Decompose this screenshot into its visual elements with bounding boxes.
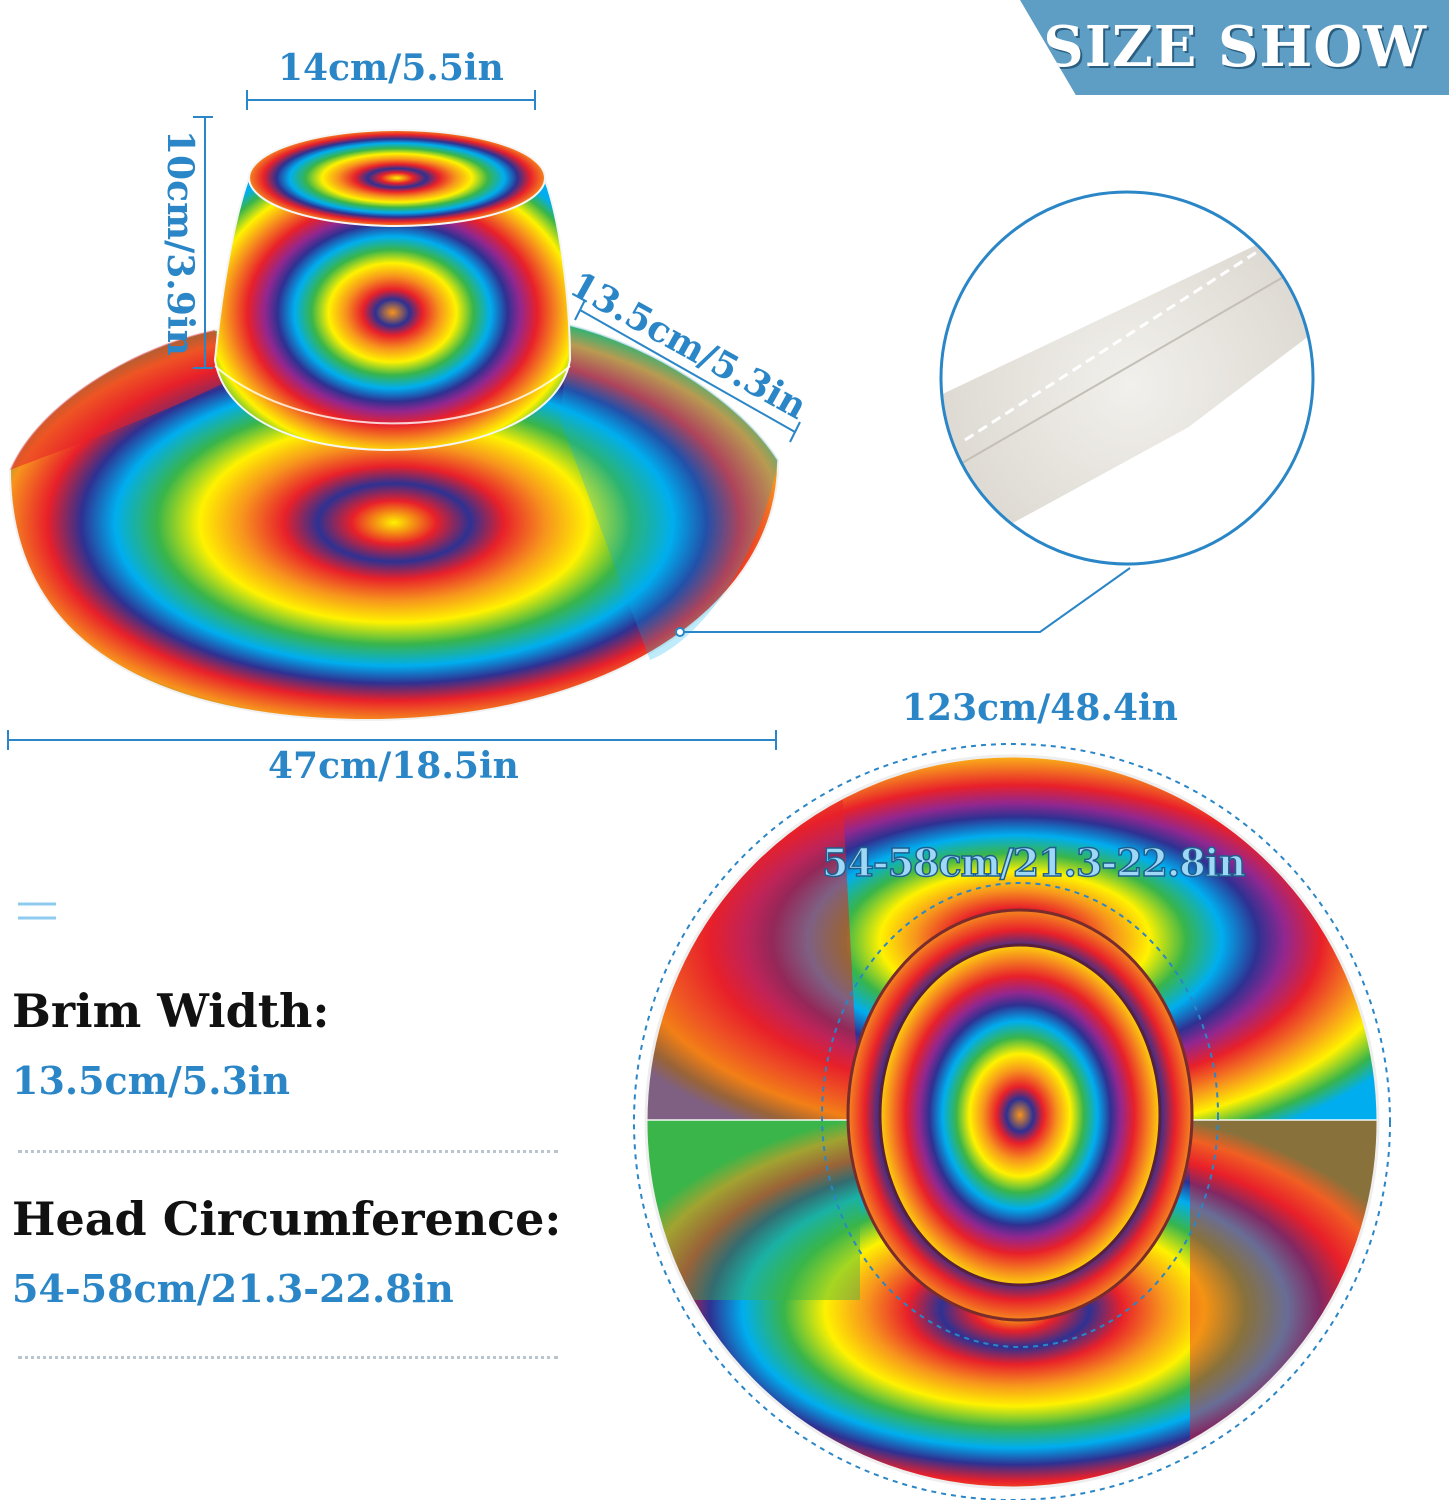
outer-circumference-guide <box>633 743 1391 1500</box>
equals-decoration <box>18 902 56 920</box>
total-width-label: 47cm/18.5in <box>268 745 519 787</box>
divider <box>18 1356 558 1359</box>
brim-width-value: 13.5cm/5.3in <box>12 1058 290 1103</box>
dimension-lines <box>7 90 801 750</box>
banner-title: SIZE SHOW <box>1043 14 1427 80</box>
head-circumference-value: 54-58cm/21.3-22.8in <box>12 1266 454 1311</box>
height-label: 10cm/3.9in <box>159 130 201 356</box>
outer-circumference-label: 123cm/48.4in <box>902 687 1178 729</box>
head-circumference-label: Head Circumference: <box>12 1192 562 1246</box>
top-width-label: 14cm/5.5in <box>278 47 504 89</box>
divider <box>18 1150 558 1153</box>
size-show-banner: SIZE SHOW <box>1020 0 1449 95</box>
head-inner-label: 54-58cm/21.3-22.8in <box>821 839 1246 886</box>
hat-side-view <box>8 129 780 722</box>
head-circumference-guide <box>821 882 1219 1348</box>
brim-width-label: Brim Width: <box>12 984 330 1038</box>
